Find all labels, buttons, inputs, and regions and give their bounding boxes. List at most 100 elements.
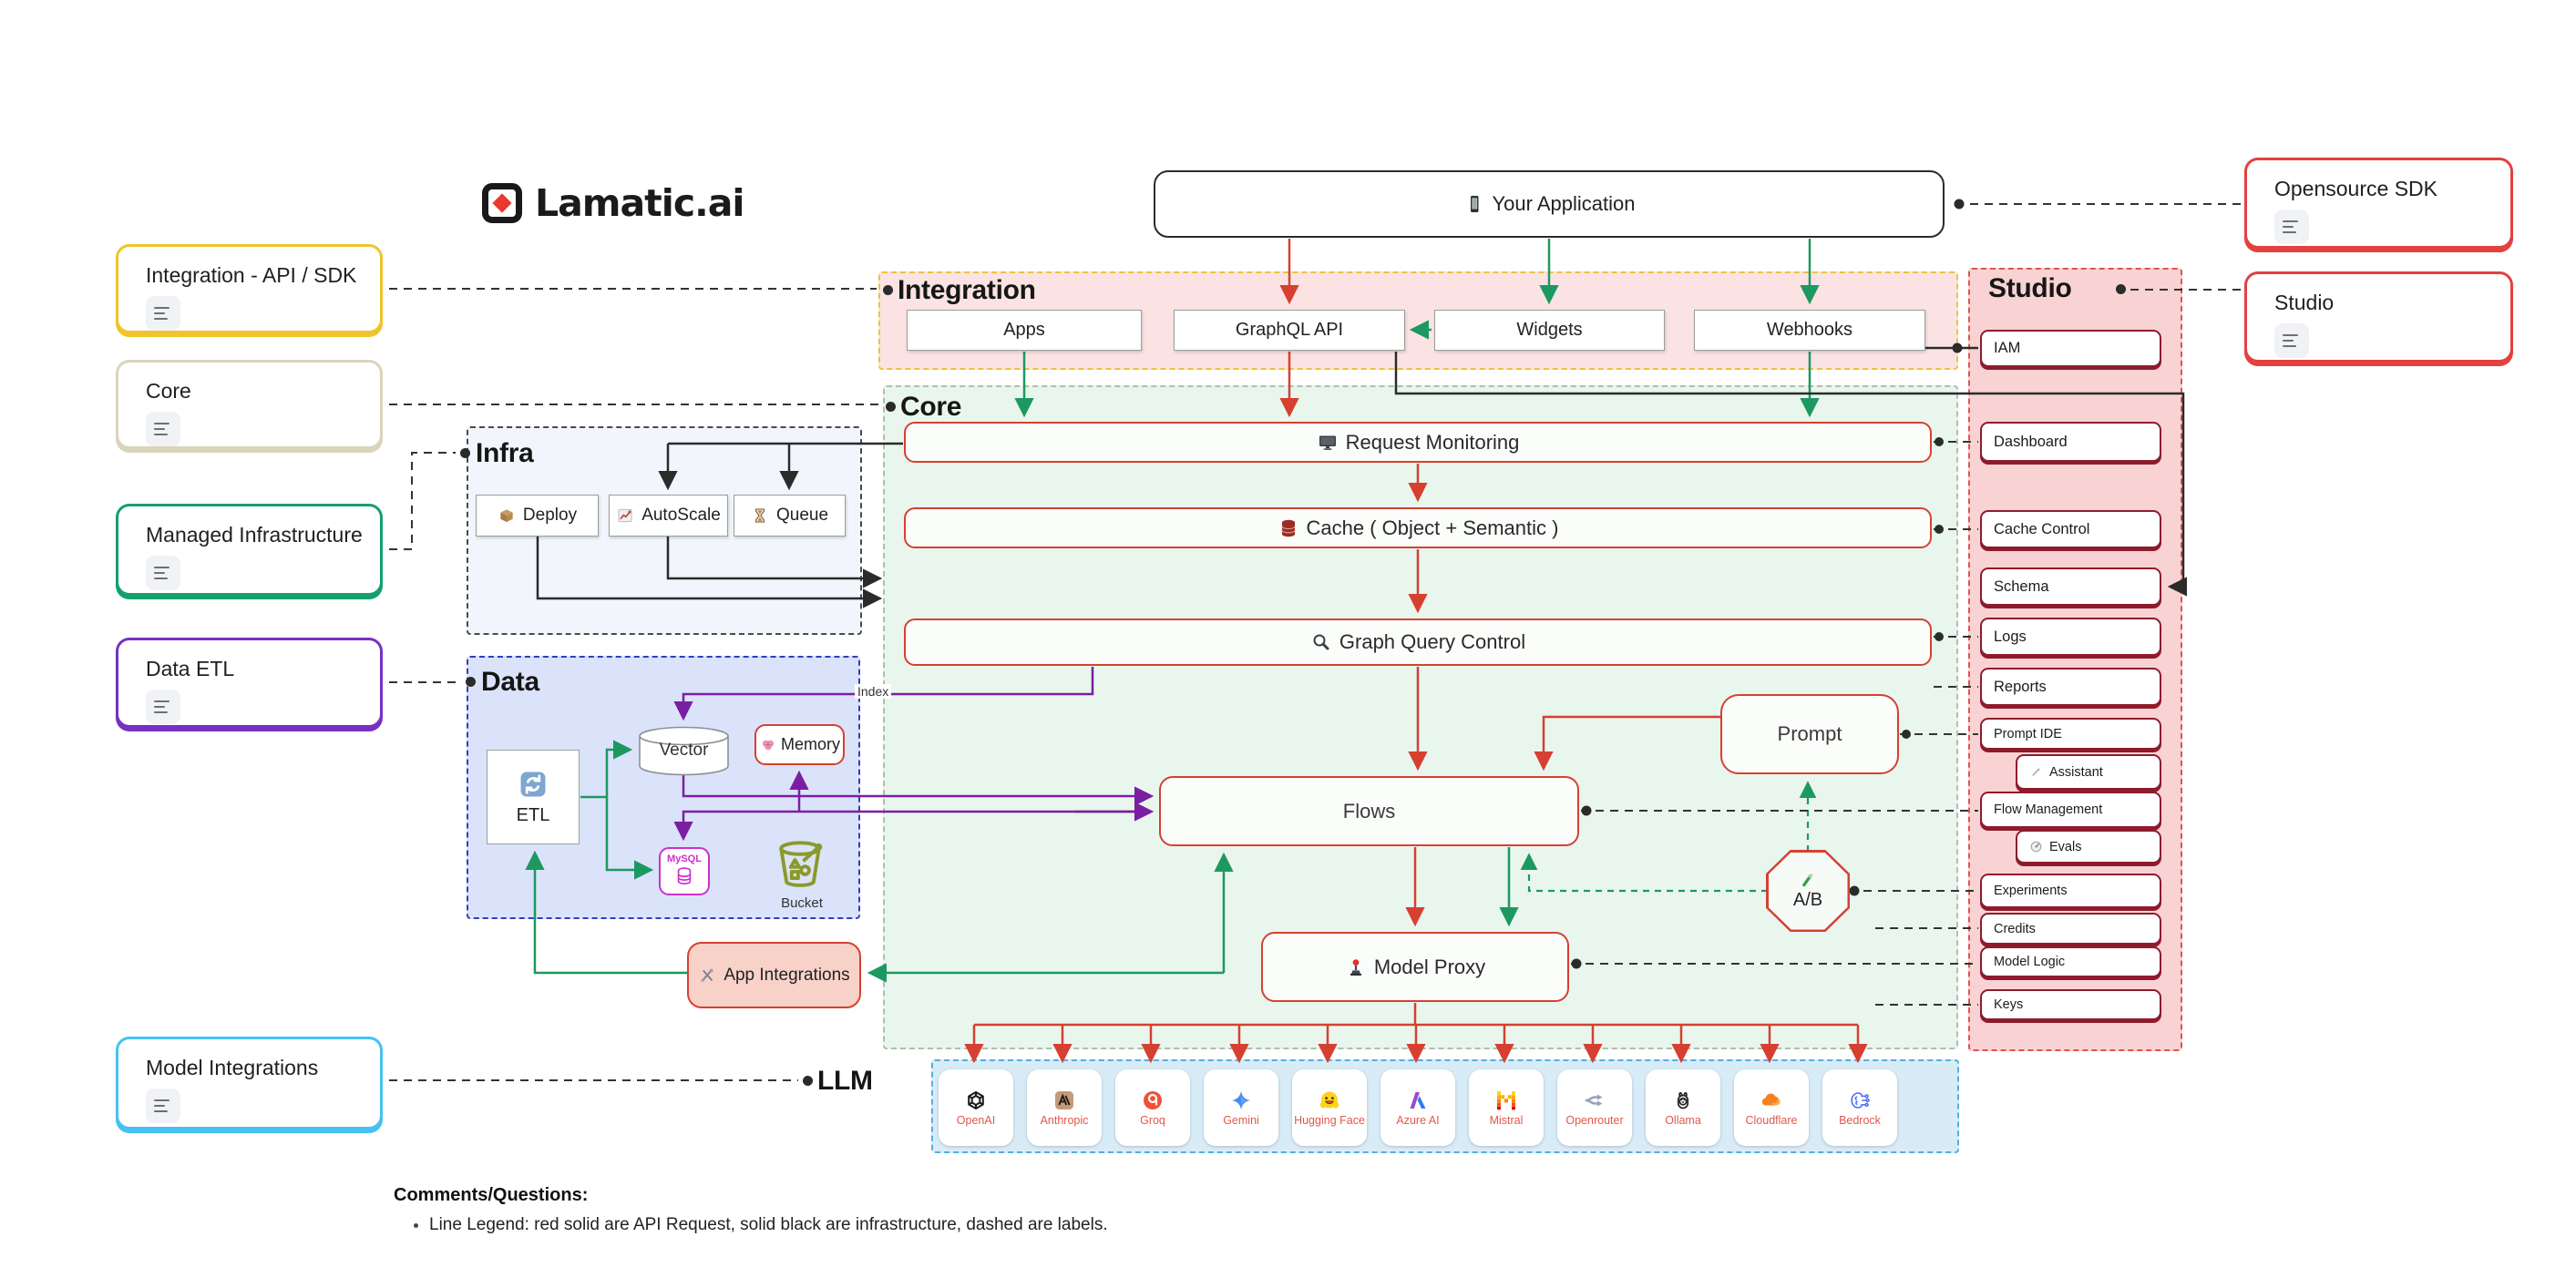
infra-section-title: Infra	[476, 438, 534, 468]
studio-item-experiments: Experiments	[1980, 874, 2161, 908]
menu-lines-icon	[2274, 323, 2309, 358]
infra-node-deploy: Deploy	[476, 495, 599, 537]
cloudflare-icon	[1760, 1089, 1782, 1111]
groq-icon	[1142, 1089, 1164, 1111]
prompt-node: Prompt	[1720, 694, 1899, 774]
studio-item-evals: Evals	[2016, 830, 2161, 864]
lamatic-logo-icon	[482, 183, 522, 223]
llm-card-mistral: Mistral	[1469, 1069, 1544, 1146]
package-icon	[498, 506, 516, 525]
legend-card-studio: Studio	[2244, 271, 2513, 363]
menu-lines-icon	[146, 296, 180, 331]
llm-card-groq: Groq	[1115, 1069, 1190, 1146]
llm-card-azure-ai: Azure AI	[1380, 1069, 1455, 1146]
monitor-icon	[1317, 432, 1339, 454]
llm-card-openai: OpenAI	[939, 1069, 1013, 1146]
data-section-title: Data	[481, 667, 539, 697]
studio-item-credits: Credits	[1980, 913, 2161, 945]
memory-node: Memory	[754, 724, 845, 765]
ab-test-label: A/B	[1792, 889, 1823, 910]
hourglass-icon	[751, 506, 769, 525]
studio-item-cache-control: Cache Control	[1980, 510, 2161, 548]
your-application-node: Your Application	[1154, 170, 1945, 238]
mistral-icon	[1495, 1089, 1517, 1111]
vector-store-node: Vector	[638, 726, 730, 777]
studio-panel-title: Studio	[1988, 273, 2072, 303]
pen-icon	[2029, 765, 2043, 779]
studio-item-dashboard: Dashboard	[1980, 422, 2161, 462]
llm-card-bedrock: Bedrock	[1822, 1069, 1897, 1146]
gemini-icon	[1230, 1089, 1252, 1111]
legend-card-managed-infrastructure: Managed Infrastructure	[116, 504, 383, 596]
studio-item-logs: Logs	[1980, 618, 2161, 656]
mysql-cylinder-icon	[674, 865, 694, 889]
bucket-icon	[775, 838, 826, 893]
bucket-label: Bucket	[781, 895, 823, 911]
studio-item-flow-management: Flow Management	[1980, 792, 2161, 828]
integration-node-apps: Apps	[907, 310, 1142, 351]
test-tube-icon	[1799, 872, 1817, 890]
menu-lines-icon	[2274, 210, 2309, 244]
llm-card-ollama: Ollama	[1646, 1069, 1720, 1146]
integration-node-webhooks: Webhooks	[1694, 310, 1925, 351]
comments-title: Comments/Questions:	[394, 1185, 589, 1205]
llm-card-hugging-face: Hugging Face	[1292, 1069, 1367, 1146]
core-bar-cache: Cache ( Object + Semantic )	[904, 507, 1932, 548]
chart-icon	[616, 506, 634, 525]
lamatic-logo-text: Lamatic.ai	[535, 181, 744, 225]
infra-node-queue: Queue	[734, 495, 846, 537]
mobile-phone-icon	[1463, 193, 1485, 215]
core-bar-request-monitoring: Request Monitoring	[904, 422, 1932, 463]
studio-item-assistant: Assistant	[2016, 754, 2161, 790]
llm-card-openrouter: Openrouter	[1557, 1069, 1632, 1146]
studio-item-iam: IAM	[1980, 330, 2161, 367]
legend-card-opensource-sdk: Opensource SDK	[2244, 158, 2513, 249]
flows-node: Flows	[1159, 776, 1579, 846]
anthropic-icon	[1053, 1089, 1075, 1111]
lamatic-logo: Lamatic.ai	[482, 181, 744, 225]
integration-section-title: Integration	[898, 275, 1036, 305]
legend-card-integration-api-sdk: Integration - API / SDK	[116, 244, 383, 333]
llm-section-title: LLM	[817, 1066, 873, 1096]
studio-item-schema: Schema	[1980, 567, 2161, 606]
menu-lines-icon	[146, 556, 180, 590]
etl-node: ETL	[487, 750, 580, 844]
legend-card-model-integrations: Model Integrations	[116, 1037, 383, 1130]
comments-footer: Comments/Questions: Line Legend: red sol…	[394, 1185, 1108, 1235]
gauge-icon	[2029, 840, 2043, 854]
legend-card-data-etl: Data ETL	[116, 638, 383, 728]
app-integrations-node: App Integrations	[687, 942, 861, 1008]
line-legend-text: Line Legend: red solid are API Request, …	[429, 1215, 1108, 1234]
ollama-icon	[1672, 1089, 1694, 1111]
bedrock-icon	[1849, 1089, 1871, 1111]
ab-test-node: A/B	[1766, 850, 1850, 932]
brain-icon	[759, 736, 777, 754]
studio-item-model-logic: Model Logic	[1980, 946, 2161, 977]
bullet-dot	[414, 1222, 418, 1228]
database-icon	[1278, 517, 1299, 539]
bucket-node	[775, 838, 826, 893]
tools-icon	[698, 966, 716, 985]
magnifier-icon	[1310, 631, 1332, 653]
openai-icon	[965, 1089, 987, 1111]
huggingface-icon	[1319, 1089, 1340, 1111]
studio-item-reports: Reports	[1980, 668, 2161, 706]
llm-card-anthropic: Anthropic	[1027, 1069, 1102, 1146]
vector-store-label: Vector	[659, 741, 709, 760]
integration-node-graphql-api: GraphQL API	[1174, 310, 1405, 351]
openrouter-icon	[1584, 1089, 1606, 1111]
studio-item-keys: Keys	[1980, 989, 2161, 1020]
your-application-label: Your Application	[1492, 192, 1636, 215]
studio-item-prompt-ide: Prompt IDE	[1980, 718, 2161, 750]
core-bar-graph-query-control: Graph Query Control	[904, 618, 1932, 666]
joystick-icon	[1345, 956, 1367, 978]
menu-lines-icon	[146, 690, 180, 724]
refresh-icon	[518, 769, 549, 800]
azure-ai-icon	[1407, 1089, 1429, 1111]
menu-lines-icon	[146, 412, 180, 446]
llm-card-cloudflare: Cloudflare	[1734, 1069, 1809, 1146]
infra-node-autoscale: AutoScale	[609, 495, 728, 537]
menu-lines-icon	[146, 1089, 180, 1123]
legend-card-core: Core	[116, 360, 383, 449]
